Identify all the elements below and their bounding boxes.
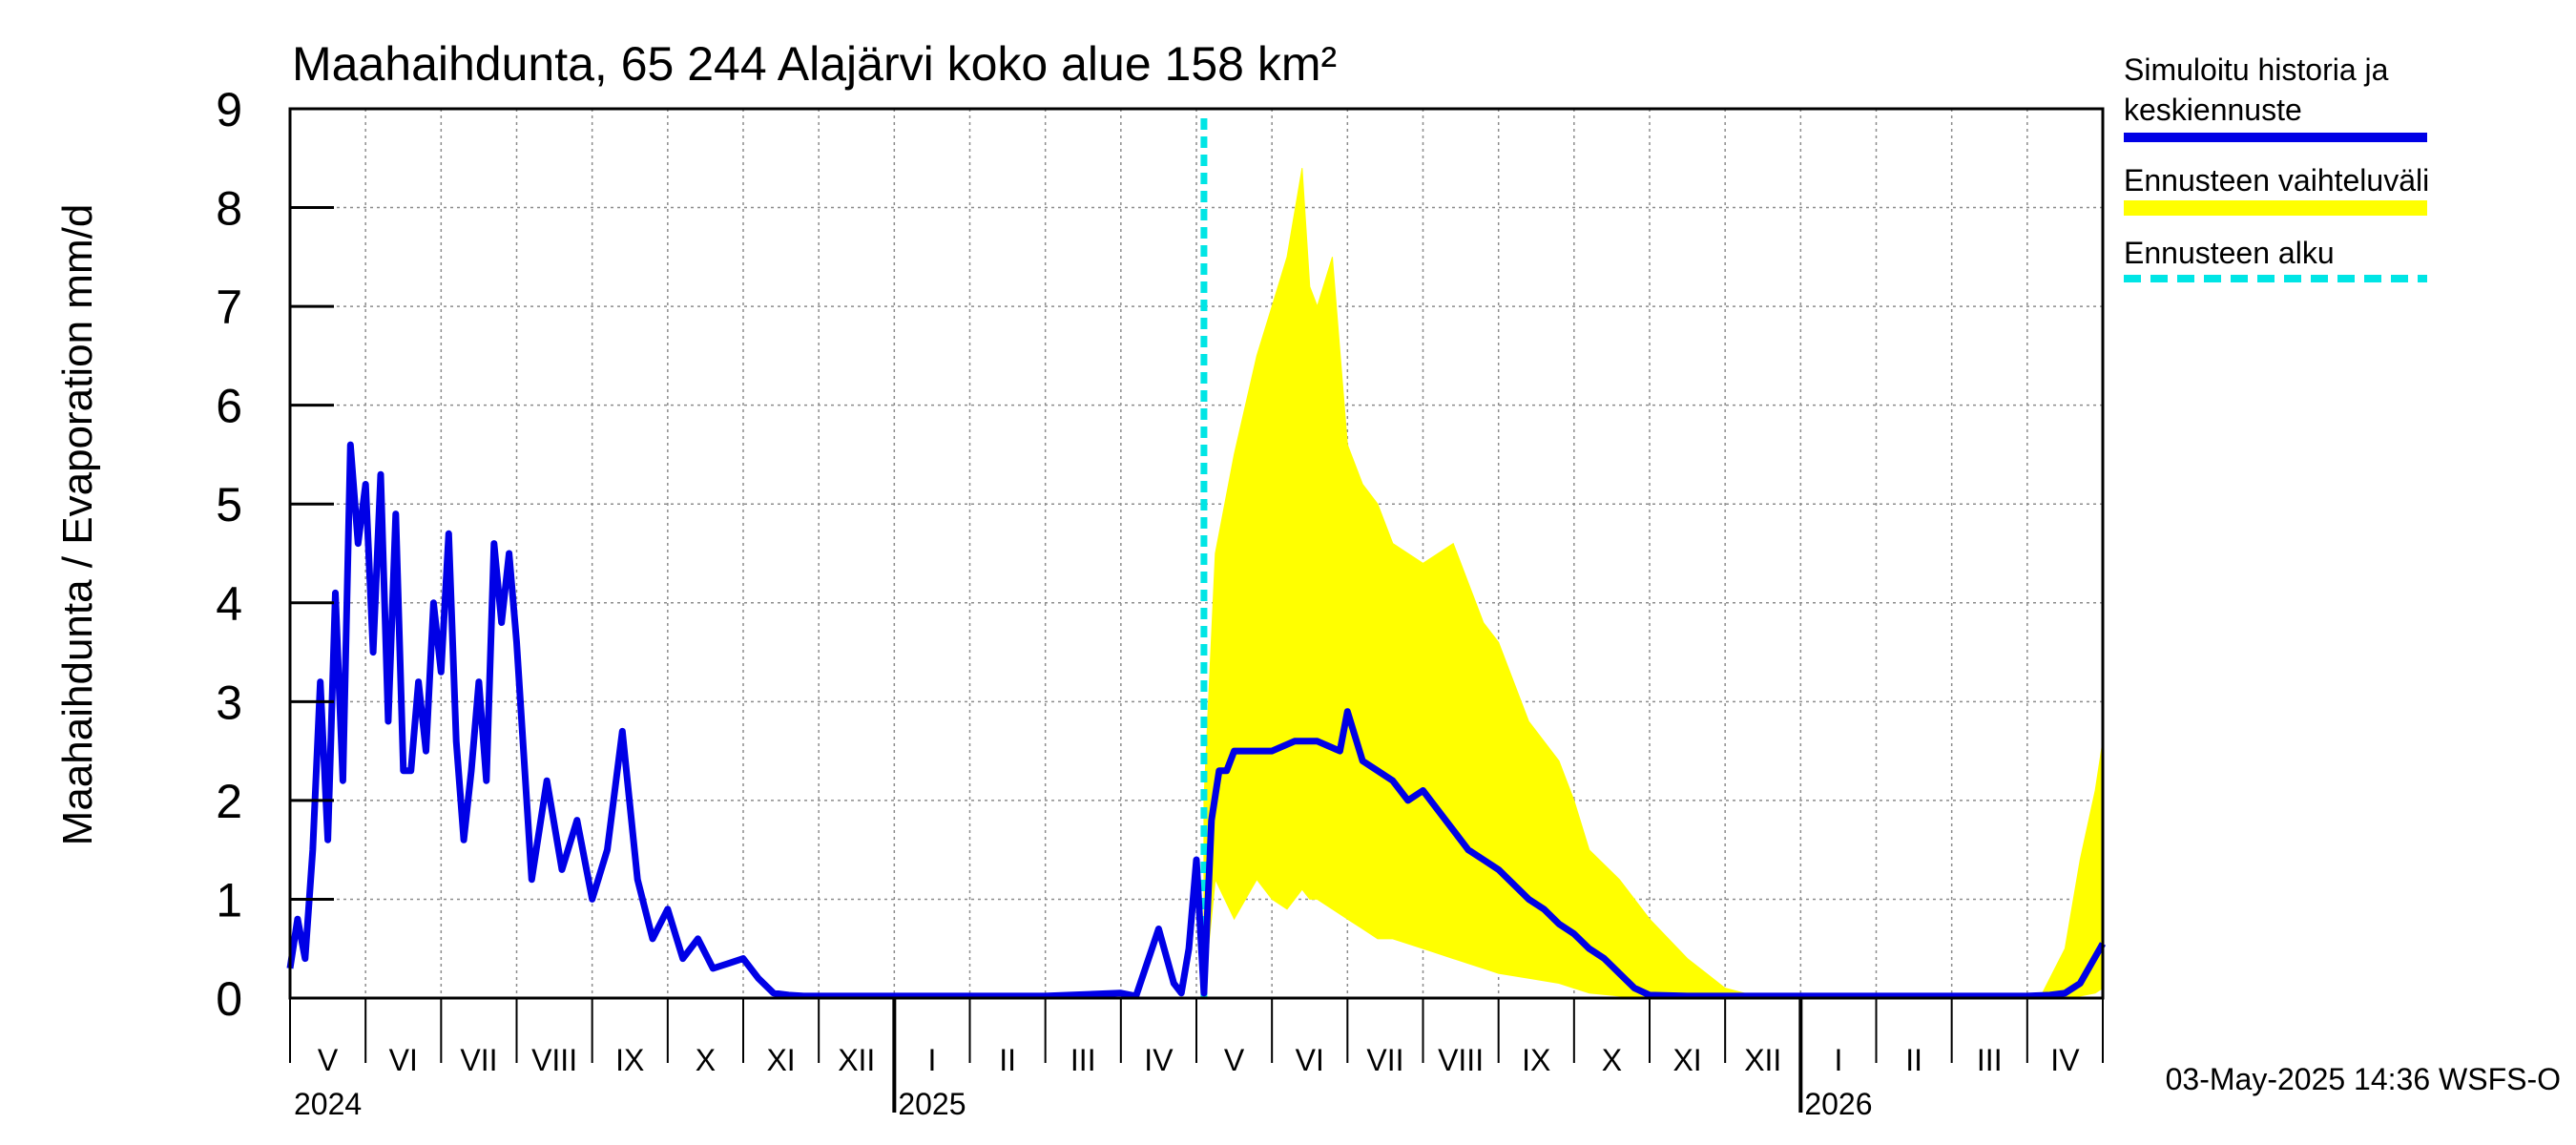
y-tick-label: 7 xyxy=(216,281,242,334)
month-label: III xyxy=(1070,1043,1096,1077)
chart-title: Maahaihdunta, 65 244 Alajärvi koko alue … xyxy=(292,37,1337,91)
footer-timestamp: 03-May-2025 14:36 WSFS-O xyxy=(2166,1062,2561,1096)
history-line xyxy=(286,441,2107,1000)
y-tick-label: 0 xyxy=(216,972,242,1026)
legend-history-label-2: keskiennuste xyxy=(2124,93,2302,127)
month-label: V xyxy=(318,1043,339,1077)
month-label: XII xyxy=(838,1043,875,1077)
legend-range-label: Ennusteen vaihteluväli xyxy=(2124,163,2429,198)
y-tick-label: 5 xyxy=(216,478,242,531)
month-label: I xyxy=(1834,1043,1842,1077)
month-label: X xyxy=(696,1043,716,1077)
y-axis-ticks: 0 1 2 3 4 5 6 7 8 9 xyxy=(216,83,334,1026)
year-label: 2025 xyxy=(898,1087,966,1121)
month-label: II xyxy=(1905,1043,1922,1077)
y-tick-label: 6 xyxy=(216,380,242,433)
y-axis-label: Maahaihdunta / Evaporation mm/d xyxy=(54,204,101,846)
month-label: VIII xyxy=(1438,1043,1484,1077)
month-label: X xyxy=(1602,1043,1622,1077)
month-label: XI xyxy=(766,1043,795,1077)
month-label: VI xyxy=(1296,1043,1324,1077)
month-label: IV xyxy=(1144,1043,1174,1077)
legend-history-label-1: Simuloitu historia ja xyxy=(2124,52,2389,87)
month-label: V xyxy=(1224,1043,1245,1077)
legend-start-label: Ennusteen alku xyxy=(2124,236,2335,270)
month-label: VII xyxy=(460,1043,497,1077)
year-label: 2026 xyxy=(1804,1087,1872,1121)
y-tick-label: 8 xyxy=(216,182,242,236)
month-label: II xyxy=(999,1043,1016,1077)
y-tick-label: 1 xyxy=(216,873,242,926)
month-label: I xyxy=(927,1043,936,1077)
month-label: IX xyxy=(615,1043,644,1077)
y-tick-label: 2 xyxy=(216,775,242,828)
month-label: IV xyxy=(2050,1043,2080,1077)
year-label: 2024 xyxy=(294,1087,362,1121)
month-label: VII xyxy=(1366,1043,1403,1077)
x-axis-ticks: V VI VII VIII IX X XI XII I II III IV V VI VII VIII IX X X… xyxy=(289,998,2104,1121)
y-tick-label: 9 xyxy=(216,83,242,136)
month-label: VIII xyxy=(531,1043,577,1077)
history-series xyxy=(286,441,2107,1000)
grid-lines xyxy=(290,109,2103,998)
y-tick-label: 4 xyxy=(216,577,242,631)
month-label: IX xyxy=(1522,1043,1550,1077)
month-label: XI xyxy=(1672,1043,1701,1077)
month-label: III xyxy=(1977,1043,2003,1077)
month-label: XII xyxy=(1744,1043,1781,1077)
y-tick-label: 3 xyxy=(216,676,242,729)
legend: Simuloitu historia ja keskiennuste Ennus… xyxy=(2124,52,2429,282)
month-label: VI xyxy=(389,1043,418,1077)
